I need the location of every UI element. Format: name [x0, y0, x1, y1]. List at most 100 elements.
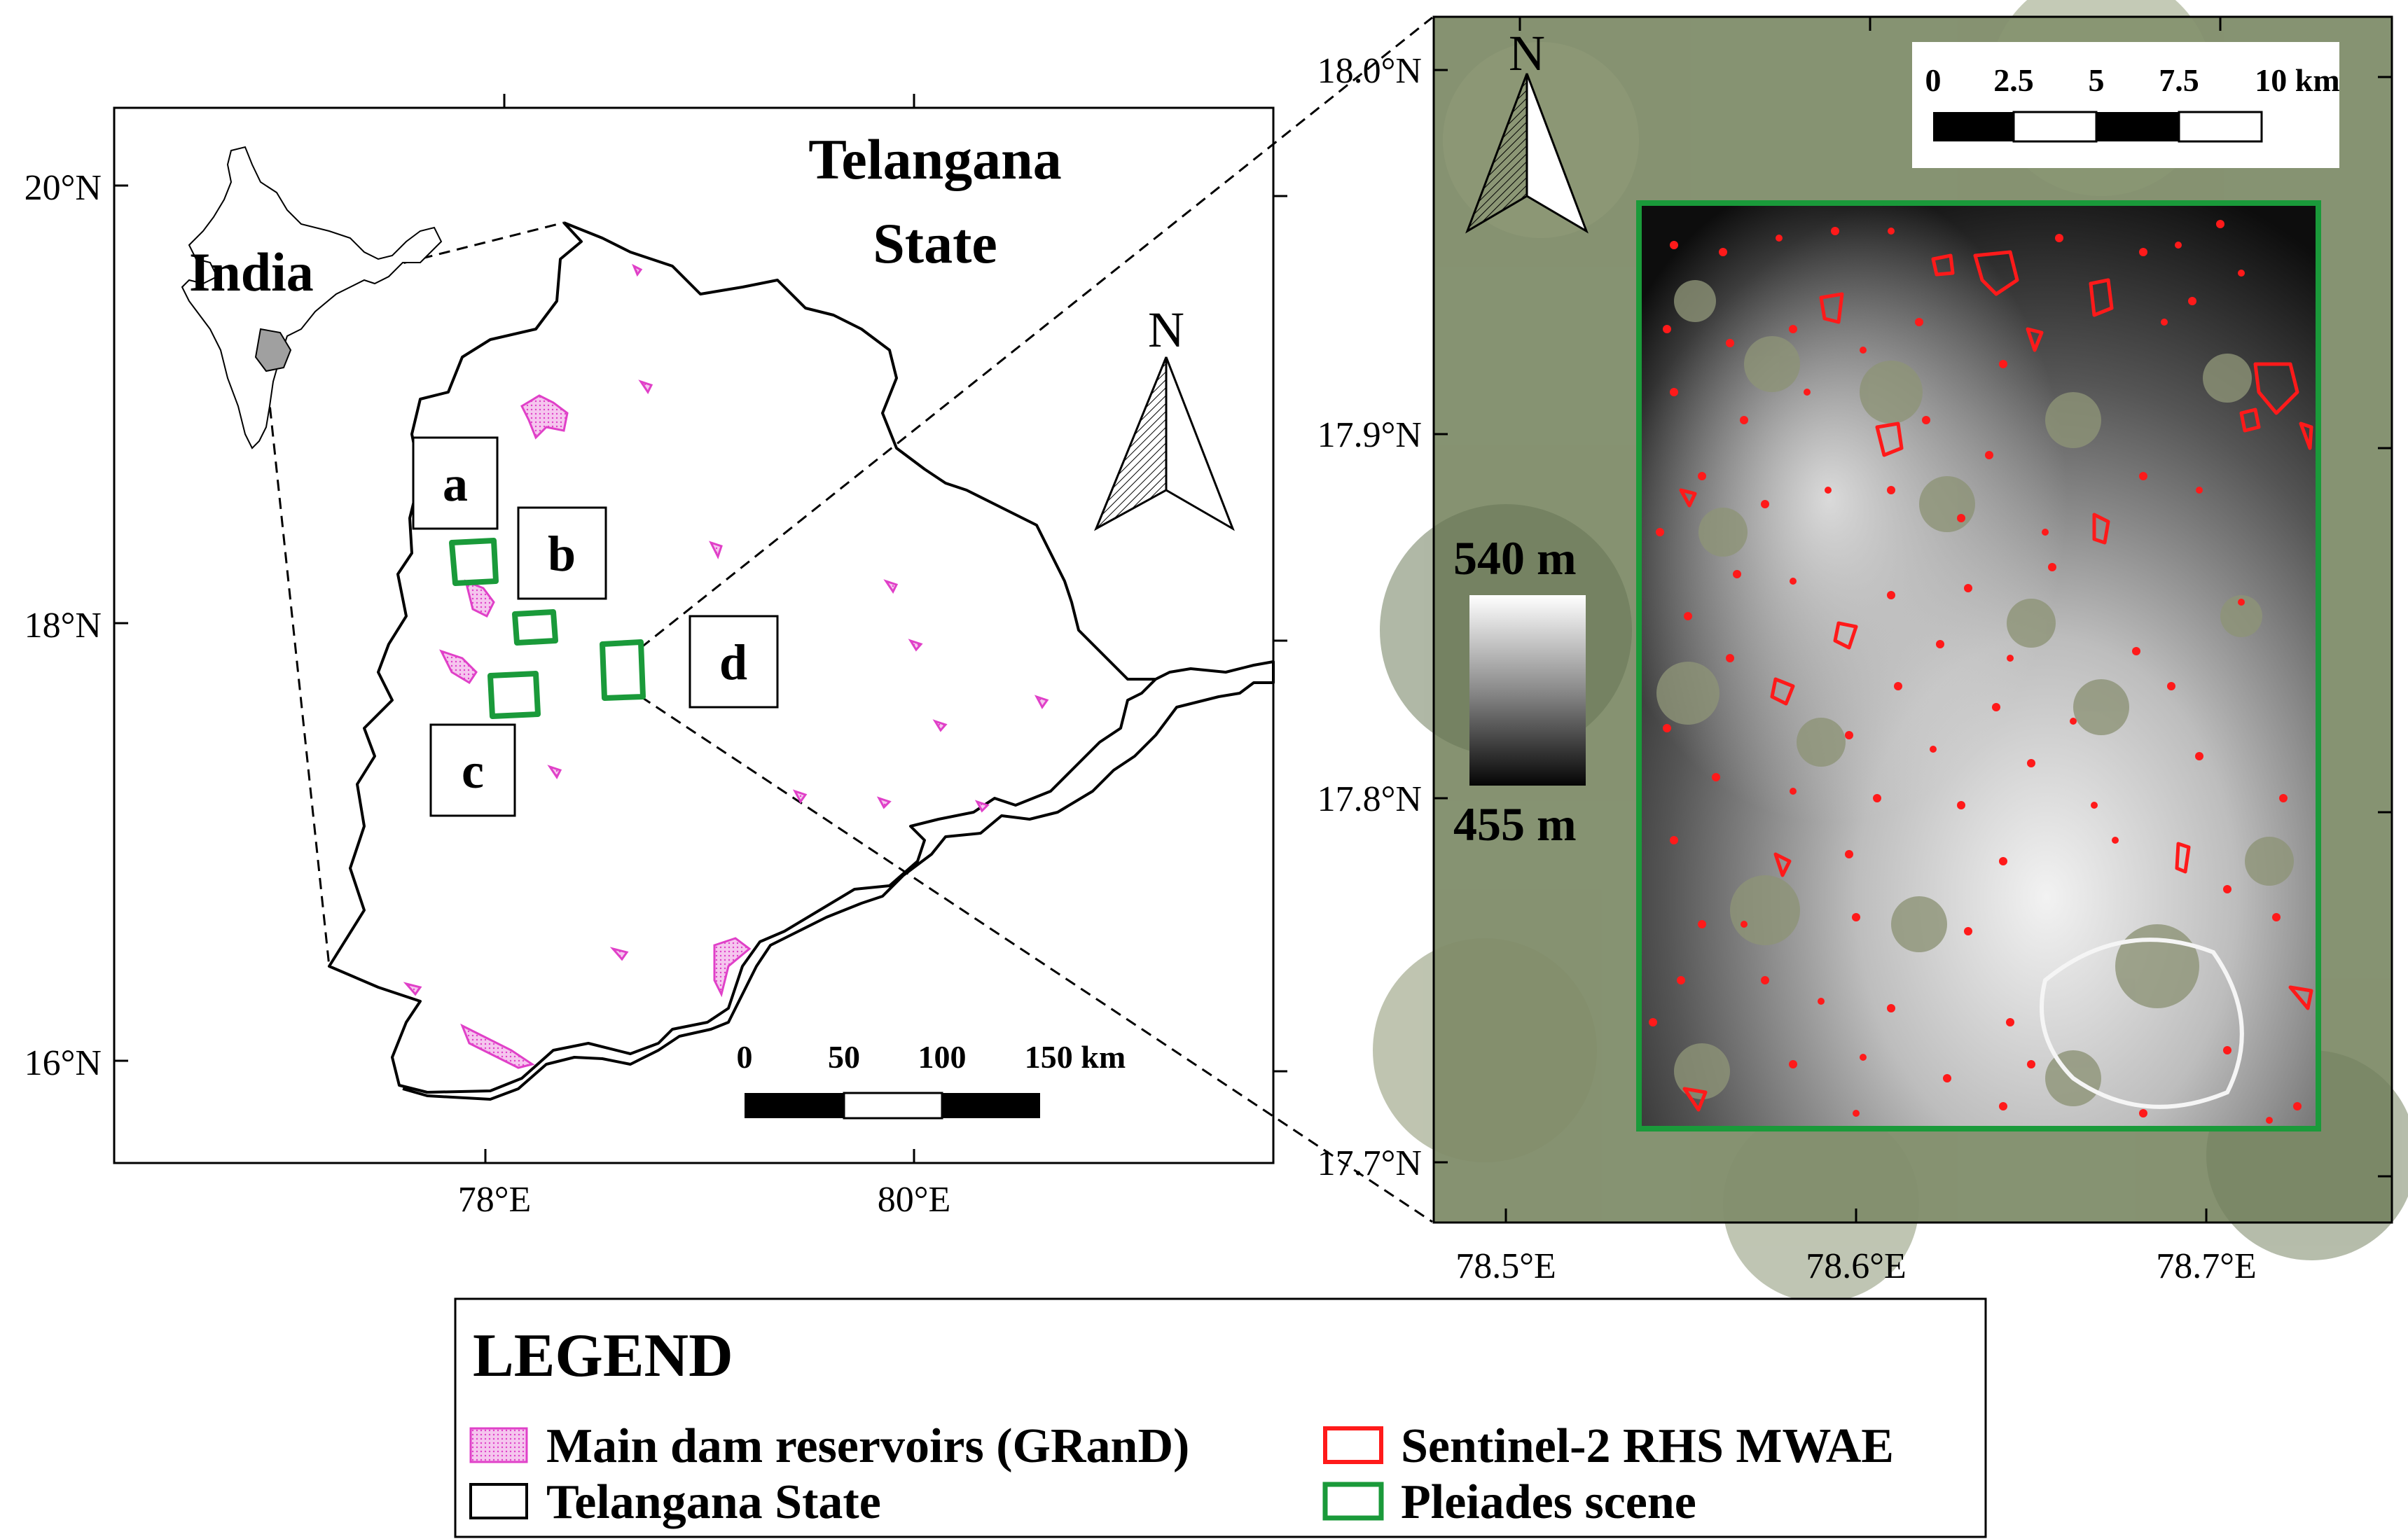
telangana-in-india	[254, 328, 292, 372]
right-lon-label-78.5: 78.5°E	[1455, 1246, 1556, 1286]
right-lat-label-18.0: 18.0°N	[1317, 51, 1422, 91]
elevation-max-label: 540 m	[1453, 531, 1577, 585]
dem-highlight	[1639, 203, 2318, 1129]
site-box-b: b	[517, 506, 607, 600]
reservoir-polygon	[908, 639, 923, 652]
right-lon-label-78.7: 78.7°E	[2156, 1246, 2257, 1286]
left-map-title-line2: State	[873, 211, 997, 275]
reservoir-polygon	[876, 796, 892, 809]
right-map: 18.0°N 17.9°N 17.8°N 17.7°N 78.5°E 78.6°…	[1317, 0, 2408, 1302]
left-lon-label-78: 78°E	[458, 1180, 532, 1220]
left-lat-label-20: 20°N	[25, 168, 102, 208]
svg-text:0: 0	[1925, 62, 1942, 98]
ring-reservoir	[2040, 938, 2244, 1109]
pleiades-scene	[600, 639, 646, 701]
legend-swatch-telangana	[469, 1483, 528, 1519]
mwae-polygon	[2092, 513, 2110, 545]
mwae-polygon	[1682, 1087, 1708, 1112]
north-arrow-left: N	[1094, 302, 1235, 531]
svg-text:50: 50	[828, 1039, 860, 1075]
left-lat-label-18: 18°N	[25, 606, 102, 646]
reservoir-polygon	[932, 719, 948, 732]
mwae-polygon	[1770, 677, 1795, 706]
mwae-polygon	[1833, 621, 1858, 650]
mwae-polygon	[1679, 488, 1697, 508]
right-lon-label-78.6: 78.6°E	[1806, 1246, 1907, 1286]
right-map-ticks	[1434, 17, 2392, 1223]
site-box-d: d	[689, 615, 779, 709]
site-box-c: c	[429, 723, 516, 817]
legend-swatch-mwae	[1323, 1426, 1383, 1464]
right-lat-label-17.8: 17.8°N	[1317, 779, 1422, 819]
reservoir-polygon	[974, 800, 990, 813]
right-map-frame	[1432, 15, 2393, 1224]
left-lon-label-80: 80°E	[878, 1180, 951, 1220]
svg-text:d: d	[719, 634, 747, 690]
legend-label-pleiades: Pleiades scene	[1401, 1475, 1696, 1529]
svg-text:0: 0	[737, 1039, 753, 1075]
reservoir-polygons	[403, 263, 1049, 1069]
reservoir-polygon	[403, 982, 422, 996]
left-map-ticks	[114, 94, 1287, 1163]
reservoir-polygon	[709, 541, 723, 559]
reservoir-polygon	[464, 579, 495, 618]
legend-title: LEGEND	[473, 1322, 733, 1390]
reservoir-polygon	[1034, 695, 1049, 709]
scale-bar-left: 0 50 100 150 km	[737, 1039, 1126, 1120]
north-arrow-right: N	[1465, 25, 1589, 234]
mwae-polygon	[2026, 327, 2044, 352]
mwae-polygon	[1931, 253, 1955, 277]
mwae-polygon	[2288, 985, 2313, 1010]
left-lat-label-16: 16°N	[25, 1043, 102, 1083]
svg-text:N: N	[1148, 302, 1184, 358]
svg-text:N: N	[1509, 25, 1545, 81]
mwae-polygon	[1875, 422, 1904, 457]
legend-swatch-pleiades	[1322, 1482, 1384, 1521]
sentinel-mwae-dots	[1649, 220, 2302, 1124]
elevation-legend: 540 m 455 m	[1453, 531, 1586, 851]
left-map: 20°N 18°N 16°N 78°E 80°E India Telangana…	[25, 16, 1433, 1223]
mwae-polygon	[2239, 408, 2261, 433]
india-inset-outline	[181, 146, 443, 450]
right-lat-label-17.7: 17.7°N	[1317, 1143, 1422, 1183]
mwae-polygon	[1973, 250, 2019, 296]
svg-text:100: 100	[918, 1039, 967, 1075]
elevation-min-label: 455 m	[1453, 798, 1577, 851]
mwae-polygon	[2253, 362, 2299, 415]
svg-text:c: c	[462, 743, 484, 799]
svg-text:10 km: 10 km	[2255, 62, 2339, 98]
reservoir-polygon	[439, 649, 478, 685]
pleiades-scenes-left	[449, 538, 646, 719]
reservoir-polygon	[609, 947, 629, 961]
svg-text:5: 5	[2089, 62, 2105, 98]
reservoir-polygon	[638, 379, 653, 394]
svg-text:150 km: 150 km	[1025, 1039, 1126, 1075]
mwae-polygon	[2299, 422, 2313, 450]
scale-bar-right: 0 2.5 5 7.5 10 km	[1912, 42, 2340, 168]
site-box-a: a	[412, 436, 499, 530]
legend-label-reservoir: Main dam reservoirs (GRanD)	[546, 1419, 1189, 1473]
svg-text:b: b	[548, 526, 576, 582]
reservoir-polygon	[632, 263, 643, 277]
right-lat-label-17.9: 17.9°N	[1317, 415, 1422, 455]
svg-text:7.5: 7.5	[2159, 62, 2199, 98]
svg-text:2.5: 2.5	[1993, 62, 2034, 98]
india-label: India	[189, 242, 314, 302]
reservoir-polygon	[460, 1023, 535, 1069]
mwae-polygon	[2175, 842, 2191, 874]
pleiades-scene	[512, 609, 558, 646]
pleiades-scene	[487, 671, 541, 719]
reservoir-polygon	[792, 789, 808, 804]
mwae-polygon	[1773, 852, 1792, 877]
legend-box: LEGEND Main dam reservoirs (GRanD) Senti…	[454, 1297, 1987, 1538]
left-map-title-line1: Telangana	[808, 127, 1062, 191]
telangana-outline	[328, 221, 1275, 1101]
svg-text:a: a	[443, 456, 468, 512]
legend-label-mwae: Sentinel-2 RHS MWAE	[1401, 1419, 1894, 1473]
reservoir-polygon	[547, 765, 562, 779]
pleiades-scene	[449, 538, 499, 586]
reservoir-polygon	[883, 579, 899, 594]
reservoir-polygon	[713, 937, 752, 998]
reservoir-polygon	[520, 394, 569, 440]
sentinel-mwae-polygons	[1679, 250, 2313, 1112]
